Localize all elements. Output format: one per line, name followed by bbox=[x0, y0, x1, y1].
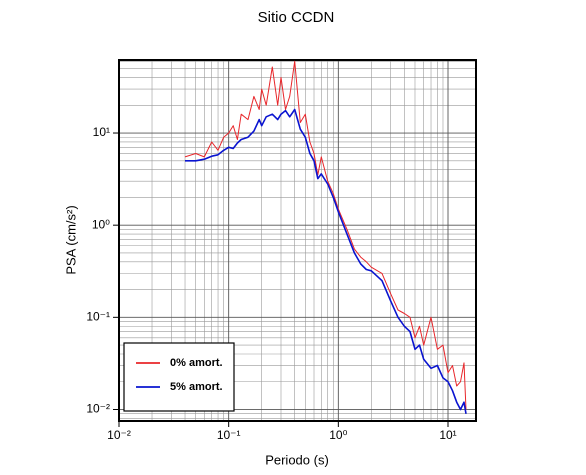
y-tick-label: 10¹ bbox=[93, 125, 110, 139]
y-tick-label: 10⁰ bbox=[92, 217, 110, 231]
y-axis-label: PSA (cm/s²) bbox=[63, 205, 78, 274]
x-axis-label: Periodo (s) bbox=[265, 452, 329, 467]
legend-label: 5% amort. bbox=[170, 381, 223, 393]
chart-title: Sitio CCDN bbox=[258, 9, 335, 26]
legend-box bbox=[123, 342, 235, 412]
plot-frame bbox=[118, 59, 477, 422]
y-tick-label: 10⁻² bbox=[86, 402, 110, 416]
series-line bbox=[184, 60, 467, 410]
x-tick-label: 10¹ bbox=[439, 428, 456, 442]
y-tick-label: 10⁻¹ bbox=[86, 310, 110, 324]
x-tick-label: 10⁰ bbox=[329, 428, 347, 442]
x-tick-label: 10⁻² bbox=[107, 428, 131, 442]
x-tick-label: 10⁻¹ bbox=[217, 428, 241, 442]
series-line bbox=[185, 108, 467, 414]
legend-label: 0% amort. bbox=[170, 357, 223, 369]
